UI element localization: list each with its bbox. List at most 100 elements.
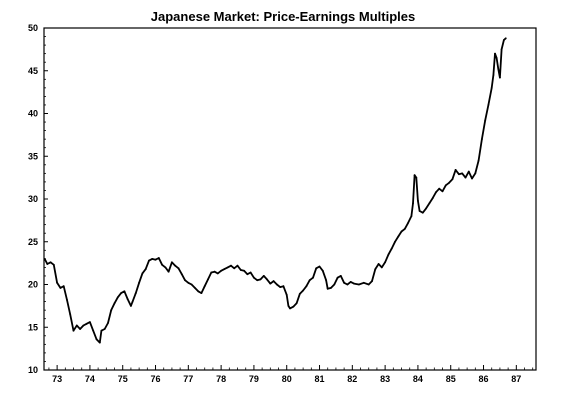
data-point — [312, 276, 314, 279]
data-point — [187, 281, 190, 284]
data-point — [497, 68, 500, 70]
data-point — [66, 299, 68, 301]
data-point — [210, 271, 213, 274]
data-point — [98, 341, 101, 344]
data-point — [110, 309, 113, 311]
data-point — [318, 265, 321, 268]
data-point — [346, 283, 349, 286]
data-point — [330, 287, 332, 289]
data-point — [435, 191, 437, 194]
data-point — [441, 190, 444, 193]
data-point — [336, 276, 339, 279]
data-point — [161, 263, 164, 266]
data-point — [157, 257, 160, 259]
y-tick-label: 15 — [28, 322, 38, 332]
data-point — [481, 138, 483, 141]
data-point — [276, 283, 278, 286]
data-point — [377, 263, 380, 265]
data-point — [438, 187, 441, 190]
data-point — [451, 178, 454, 181]
data-point — [374, 268, 377, 270]
data-point — [444, 184, 447, 187]
data-point — [259, 278, 262, 281]
data-point — [256, 279, 259, 282]
data-point — [120, 292, 122, 294]
data-point — [321, 269, 324, 272]
data-point — [69, 313, 72, 316]
data-point — [230, 264, 232, 267]
data-point — [282, 285, 285, 288]
y-tick-label: 45 — [28, 66, 38, 76]
data-point — [412, 202, 414, 205]
data-point — [131, 300, 134, 303]
data-point — [151, 258, 154, 260]
data-point — [174, 264, 177, 267]
data-point — [315, 267, 318, 270]
data-point — [413, 174, 416, 177]
data-point — [487, 104, 490, 106]
data-point — [59, 287, 62, 289]
x-tick-label: 76 — [151, 374, 161, 384]
data-point — [220, 269, 223, 272]
data-point — [397, 235, 400, 238]
plot-frame — [43, 27, 537, 371]
data-point — [164, 266, 167, 269]
data-point — [503, 39, 505, 41]
data-point — [428, 202, 431, 205]
data-point — [448, 181, 450, 184]
data-point — [417, 199, 419, 202]
chart-title: Japanese Market: Price-Earnings Multiple… — [151, 9, 415, 24]
data-point — [289, 307, 291, 310]
data-point — [326, 287, 329, 290]
data-point — [410, 215, 413, 218]
data-point — [403, 228, 406, 230]
data-point — [384, 261, 386, 264]
x-tick-label: 84 — [413, 374, 423, 384]
data-point — [461, 172, 464, 175]
data-point — [390, 247, 393, 250]
data-point — [285, 293, 288, 296]
x-tick-label: 73 — [52, 374, 62, 384]
data-point — [362, 281, 365, 284]
data-point — [79, 328, 81, 330]
data-point — [49, 261, 52, 264]
data-point — [123, 290, 126, 293]
data-point — [116, 296, 119, 299]
data-point — [130, 305, 132, 307]
data-point — [226, 266, 229, 269]
data-point — [236, 264, 239, 267]
data-point — [239, 269, 242, 271]
data-point — [197, 290, 200, 293]
data-point — [292, 305, 295, 308]
data-point — [246, 273, 249, 276]
y-tick-label: 10 — [28, 365, 38, 375]
data-point — [75, 324, 78, 327]
data-point — [287, 305, 290, 307]
data-point — [279, 286, 282, 288]
data-point — [207, 278, 209, 281]
data-point — [490, 87, 493, 89]
data-point — [394, 240, 396, 243]
data-point — [421, 211, 424, 214]
data-point — [177, 267, 180, 270]
y-tick-label: 25 — [28, 237, 38, 247]
data-point — [298, 293, 301, 295]
y-axis: 10 15 20 25 30 35 40 45 50 — [28, 23, 48, 375]
data-point — [167, 270, 170, 273]
y-tick-label: 20 — [28, 280, 38, 290]
x-tick-label: 77 — [183, 374, 193, 384]
data-point — [144, 268, 147, 270]
x-tick-label: 81 — [315, 374, 325, 384]
pe-series-points — [43, 37, 507, 344]
data-point — [380, 266, 383, 269]
x-tick-label: 78 — [216, 374, 226, 384]
data-point — [56, 281, 58, 284]
data-point — [213, 270, 216, 273]
data-point — [262, 275, 265, 277]
data-point — [431, 197, 434, 200]
data-point — [302, 289, 304, 292]
data-point — [305, 285, 308, 288]
data-point — [464, 176, 467, 179]
data-point — [180, 273, 183, 276]
